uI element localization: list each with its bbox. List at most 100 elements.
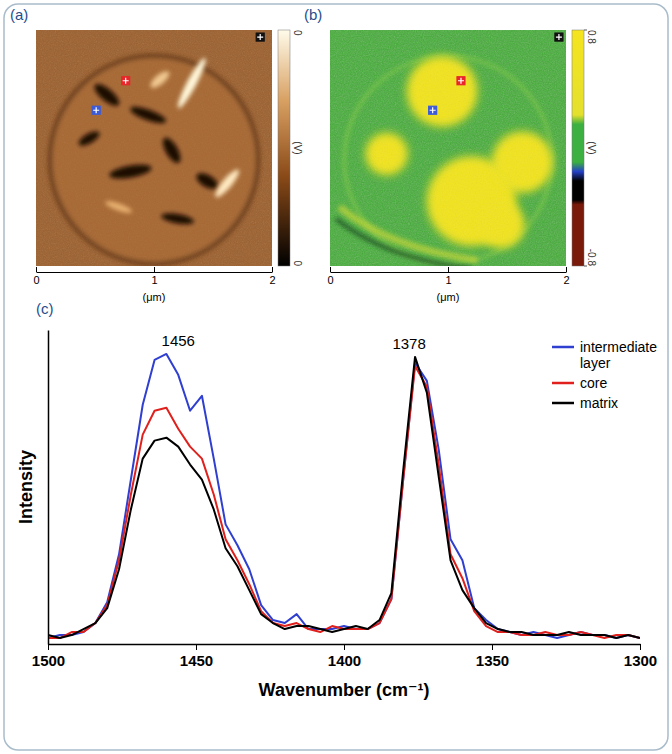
legend-swatch <box>552 402 574 405</box>
marker <box>429 106 437 114</box>
tick: 1350 <box>476 644 509 669</box>
image-feature <box>129 104 168 127</box>
marker-group <box>429 106 437 114</box>
legend-swatch <box>552 346 574 349</box>
image-ground <box>330 30 566 266</box>
panel-label: (c) <box>36 300 54 317</box>
axis: 012 <box>327 267 569 286</box>
tick-mark <box>640 644 641 650</box>
tick-mark <box>272 267 273 272</box>
image-feature <box>91 81 122 110</box>
tick: 1300 <box>624 644 657 669</box>
legend-line: core <box>580 375 607 391</box>
panel-label: (b) <box>304 6 322 23</box>
tick-mark <box>330 267 331 272</box>
tick-label: 2 <box>269 274 275 286</box>
legend-label: core <box>580 375 607 391</box>
axis <box>48 331 49 645</box>
axis-line <box>48 331 50 645</box>
panel-label: (a) <box>10 6 28 23</box>
image-feature <box>212 167 242 200</box>
tick: 1 <box>445 267 451 286</box>
marker-group <box>555 33 563 41</box>
image-feature <box>148 68 172 90</box>
afm-image <box>36 30 272 266</box>
image-feature <box>77 129 102 149</box>
tick: 2 <box>563 267 569 286</box>
image-noise <box>36 30 272 266</box>
marker <box>555 33 563 41</box>
axis: 0 1 2 <box>33 267 275 286</box>
image-noise <box>330 30 566 266</box>
tick-label: 1 <box>445 274 451 286</box>
image-feature <box>161 211 195 226</box>
marker <box>457 77 465 85</box>
tick-label: 1400 <box>328 652 361 669</box>
legend-swatch <box>552 382 574 385</box>
panel: (b)012(μm)-0.80.8(V) <box>304 6 597 303</box>
frame <box>4 4 668 750</box>
tick: 1450 <box>180 644 213 669</box>
legend-line: intermediate <box>580 339 657 355</box>
plot-lines <box>48 354 640 638</box>
series-line <box>48 354 640 638</box>
marker-group <box>92 106 100 114</box>
marker <box>256 33 264 41</box>
image-feature <box>194 170 220 192</box>
figure: (a)012(μm)0(V)0(b)012(μm)-0.80.8(V)(c)15… <box>0 0 672 754</box>
marker <box>92 106 100 114</box>
series-line <box>48 366 640 638</box>
tick-mark <box>344 644 345 650</box>
tick-label: 1 <box>151 274 157 286</box>
colorbar-label: 0.8 <box>586 30 597 44</box>
colorbar <box>572 30 584 266</box>
image-feature <box>108 162 152 181</box>
annotation: 1456 <box>162 332 195 349</box>
marker <box>122 77 130 85</box>
tick-mark <box>566 267 567 272</box>
tick: 1 <box>151 267 157 286</box>
legend-line: matrix <box>580 395 618 411</box>
tick-label: 1300 <box>624 652 657 669</box>
tick-label: 2 <box>563 274 569 286</box>
legend-label: intermediatelayer <box>580 339 657 371</box>
tick: 1500 <box>32 644 65 669</box>
colorbar-label: (V) <box>586 141 597 154</box>
marker-cross <box>556 34 562 40</box>
colorbar-label: -0.8 <box>586 249 597 267</box>
tick: 1400 <box>328 644 361 669</box>
marker-cross <box>257 34 263 40</box>
colorbar-label: 0 <box>292 260 303 266</box>
tick: 2 <box>269 267 275 286</box>
legend-label: matrix <box>580 395 618 411</box>
axis-title: Wavenumber (cm⁻¹) <box>259 680 430 700</box>
series-line <box>48 357 640 638</box>
marker-group <box>457 77 465 85</box>
colorbar <box>278 30 290 266</box>
axis-title: (μm) <box>143 291 166 303</box>
tick-mark <box>36 267 37 272</box>
image-feature <box>160 135 184 165</box>
tick: 0 <box>33 267 39 286</box>
colorbar-label: (V) <box>292 141 303 154</box>
legend: intermediatelayer core matrix <box>552 339 657 411</box>
afm-image <box>330 30 566 266</box>
marker-group <box>256 33 264 41</box>
marker-cross <box>93 107 99 113</box>
axis: 1500 1450 1400 1350 1300 <box>32 644 657 669</box>
panel: (a) 0 1 2 (μm) 0 (V) 0 <box>10 6 303 303</box>
tick-mark <box>448 267 449 272</box>
image-feature <box>174 56 209 110</box>
image-region <box>50 56 258 264</box>
axis-title: (μm) <box>437 291 460 303</box>
tick-label: 1500 <box>32 652 65 669</box>
colorbar-label: 0 <box>292 30 303 36</box>
tick-mark <box>154 267 155 272</box>
tick-label: 1450 <box>180 652 213 669</box>
axis-title: Intensity <box>16 450 36 524</box>
marker-group <box>122 77 130 85</box>
marker-cross <box>430 107 436 113</box>
marker-cross <box>458 78 464 84</box>
marker-cross <box>123 78 129 84</box>
annotation: 1378 <box>392 335 425 352</box>
